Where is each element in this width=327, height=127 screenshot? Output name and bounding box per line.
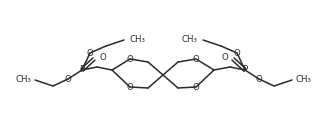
Text: O: O — [233, 49, 240, 58]
Text: O: O — [127, 83, 133, 91]
Text: O: O — [193, 54, 199, 64]
Text: CH₃: CH₃ — [130, 35, 146, 44]
Text: CH₃: CH₃ — [296, 75, 312, 83]
Text: O: O — [65, 75, 71, 83]
Text: O: O — [221, 53, 228, 62]
Text: O: O — [193, 83, 199, 91]
Text: O: O — [99, 53, 106, 62]
Text: CH₃: CH₃ — [181, 35, 197, 44]
Text: O: O — [256, 75, 262, 83]
Text: O: O — [127, 54, 133, 64]
Text: CH₃: CH₃ — [15, 75, 31, 83]
Text: P: P — [79, 66, 85, 75]
Text: P: P — [242, 66, 248, 75]
Text: O: O — [87, 49, 94, 58]
